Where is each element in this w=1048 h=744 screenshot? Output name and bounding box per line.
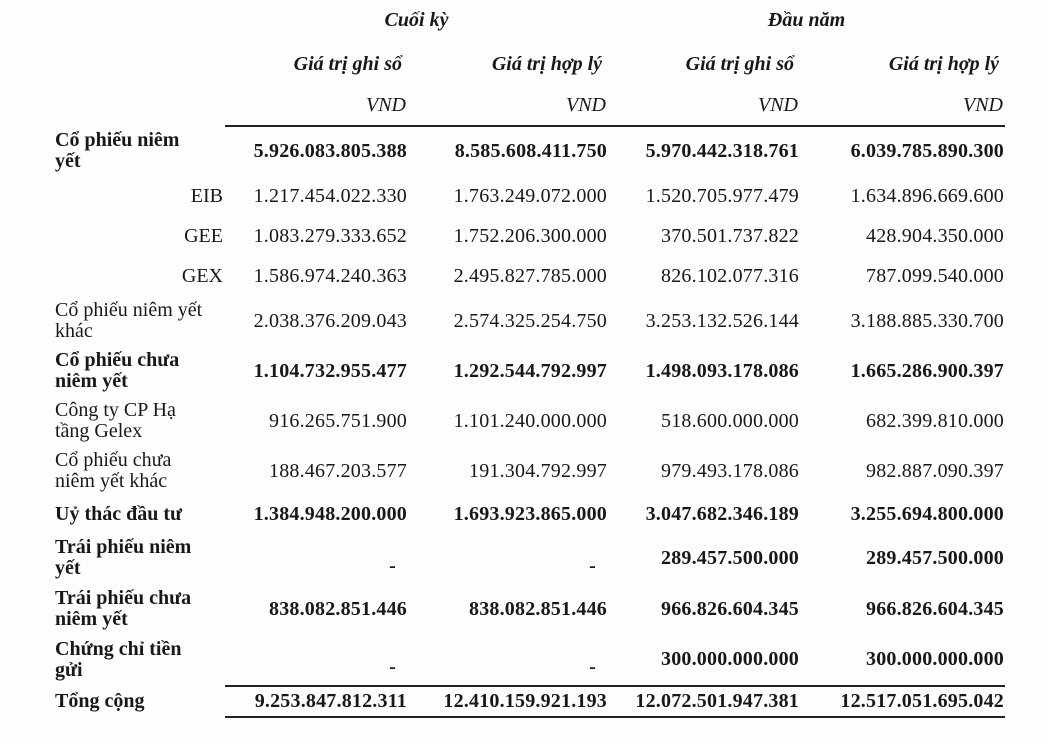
cell-value: - — [589, 656, 596, 678]
cell-value: 289.457.500.000 — [866, 546, 1004, 569]
cell-value: 370.501.737.822 — [661, 224, 799, 247]
total-value: 12.072.501.947.381 — [608, 685, 800, 718]
row-label: Uỷ thác đầu tư — [55, 502, 183, 525]
table-row: Cổ phiếu chưa niêm yết 1.104.732.955.477… — [55, 346, 1005, 396]
cell-value: 916.265.751.900 — [269, 409, 407, 432]
period-group-header-row: Cuối kỳ Đầu năm — [55, 8, 1005, 44]
cell-value: 2.574.325.254.750 — [453, 309, 607, 332]
cell-value: 8.585.608.411.750 — [454, 140, 607, 162]
row-label: GEX — [181, 264, 223, 287]
cell-value: 1.693.923.865.000 — [453, 502, 607, 525]
investments-table: Cuối kỳ Đầu năm Giá trị ghi sổ Giá trị h… — [55, 8, 1005, 718]
table-row: GEX 1.586.974.240.363 2.495.827.785.000 … — [55, 256, 1005, 296]
cell-value: 826.102.077.316 — [661, 264, 799, 287]
total-value: 12.410.159.921.193 — [408, 685, 608, 718]
cell-value: 3.255.694.800.000 — [850, 502, 1004, 525]
row-label: Công ty CP Hạ tầng Gelex — [55, 399, 176, 442]
cell-value: 3.253.132.526.144 — [645, 309, 799, 332]
cell-value: 682.399.810.000 — [866, 409, 1004, 432]
table-row: Cổ phiếu niêm yết khác 2.038.376.209.043… — [55, 296, 1005, 346]
row-label: GEE — [184, 224, 223, 247]
table-row: Trái phiếu niêm yết - - 289.457.500.000 … — [55, 532, 1005, 584]
cell-value: 3.047.682.346.189 — [645, 502, 799, 525]
total-value: 9.253.847.812.311 — [225, 685, 408, 718]
cell-value: 1.498.093.178.086 — [645, 359, 799, 382]
spacer-cell — [55, 8, 225, 44]
cell-value: 6.039.785.890.300 — [850, 140, 1004, 162]
unit-label: VND — [608, 84, 800, 127]
table-row: Uỷ thác đầu tư 1.384.948.200.000 1.693.9… — [55, 496, 1005, 532]
cell-value: 300.000.000.000 — [661, 648, 799, 670]
cell-value: - — [589, 555, 596, 577]
table-row: Chứng chỉ tiền gửi - - 300.000.000.000 3… — [55, 634, 1005, 686]
total-value: 12.517.051.695.042 — [800, 685, 1005, 718]
row-label: Cổ phiếu niêm yết — [55, 129, 180, 172]
cell-value: 289.457.500.000 — [661, 546, 799, 569]
cell-value: 1.752.206.300.000 — [453, 224, 607, 247]
row-label: Cổ phiếu chưa niêm yết khác — [55, 449, 172, 492]
cell-value: 191.304.792.997 — [469, 459, 607, 482]
column-header-fair-value-end: Giá trị hợp lý — [491, 52, 602, 75]
cell-value: 838.082.851.446 — [469, 597, 607, 620]
value-type-header-row: Giá trị ghi sổ Giá trị hợp lý Giá trị gh… — [55, 44, 1005, 84]
unit-label: VND — [408, 84, 608, 127]
cell-value: 188.467.203.577 — [269, 459, 407, 482]
cell-value: 1.586.974.240.363 — [253, 264, 407, 287]
spacer-cell — [55, 84, 225, 126]
table-row: Trái phiếu chưa niêm yết 838.082.851.446… — [55, 584, 1005, 634]
cell-value: 1.520.705.977.479 — [645, 184, 799, 207]
cell-value: 982.887.090.397 — [866, 459, 1004, 482]
total-label: Tổng cộng — [55, 690, 145, 712]
period-group-end-of-period: Cuối kỳ — [384, 9, 449, 31]
cell-value: 1.665.286.900.397 — [850, 359, 1004, 382]
cell-value: 3.188.885.330.700 — [850, 309, 1004, 332]
table-total-row: Tổng cộng 9.253.847.812.311 12.410.159.9… — [55, 685, 1005, 718]
cell-value: 1.217.454.022.330 — [253, 184, 407, 207]
cell-value: 979.493.178.086 — [661, 459, 799, 482]
cell-value: 966.826.604.345 — [866, 597, 1004, 620]
cell-value: 1.763.249.072.000 — [453, 184, 607, 207]
table-row: Cổ phiếu chưa niêm yết khác 188.467.203.… — [55, 446, 1005, 496]
row-label: Cổ phiếu niêm yết khác — [55, 299, 203, 342]
column-header-book-value-end: Giá trị ghi sổ — [293, 52, 402, 75]
cell-value: - — [389, 656, 396, 678]
row-label: EIB — [190, 184, 223, 207]
cell-value: 300.000.000.000 — [866, 648, 1004, 670]
cell-value: 966.826.604.345 — [661, 597, 799, 620]
table-row: EIB 1.217.454.022.330 1.763.249.072.000 … — [55, 176, 1005, 216]
cell-value: 5.970.442.318.761 — [645, 140, 799, 162]
cell-value: 428.904.350.000 — [866, 224, 1004, 247]
period-group-beginning-of-year: Đầu năm — [767, 9, 846, 31]
cell-value: 787.099.540.000 — [866, 264, 1004, 287]
cell-value: 1.384.948.200.000 — [253, 502, 407, 525]
row-label: Cổ phiếu chưa niêm yết — [55, 349, 180, 392]
unit-label: VND — [800, 84, 1005, 127]
row-label: Trái phiếu chưa niêm yết — [55, 587, 192, 630]
table-row: GEE 1.083.279.333.652 1.752.206.300.000 … — [55, 216, 1005, 256]
cell-value: 2.038.376.209.043 — [253, 309, 407, 332]
row-label: Trái phiếu niêm yết — [55, 536, 192, 579]
column-header-book-value-begin: Giá trị ghi sổ — [685, 52, 794, 75]
table-row: Công ty CP Hạ tầng Gelex 916.265.751.900… — [55, 396, 1005, 446]
cell-value: 1.104.732.955.477 — [253, 359, 407, 382]
cell-value: 1.292.544.792.997 — [453, 359, 607, 382]
currency-unit-row: VND VND VND VND — [55, 84, 1005, 127]
cell-value: 2.495.827.785.000 — [453, 264, 607, 287]
unit-label: VND — [225, 84, 408, 127]
cell-value: 5.926.083.805.388 — [253, 140, 407, 162]
cell-value: 518.600.000.000 — [661, 409, 799, 432]
cell-value: - — [389, 555, 396, 577]
cell-value: 838.082.851.446 — [269, 597, 407, 620]
row-label: Chứng chỉ tiền gửi — [55, 638, 182, 681]
table-row: Cổ phiếu niêm yết 5.926.083.805.388 8.58… — [55, 126, 1005, 176]
spacer-cell — [55, 44, 225, 84]
cell-value: 1.083.279.333.652 — [253, 224, 407, 247]
cell-value: 1.101.240.000.000 — [453, 409, 607, 432]
cell-value: 1.634.896.669.600 — [850, 184, 1004, 207]
column-header-fair-value-begin: Giá trị hợp lý — [888, 52, 999, 75]
